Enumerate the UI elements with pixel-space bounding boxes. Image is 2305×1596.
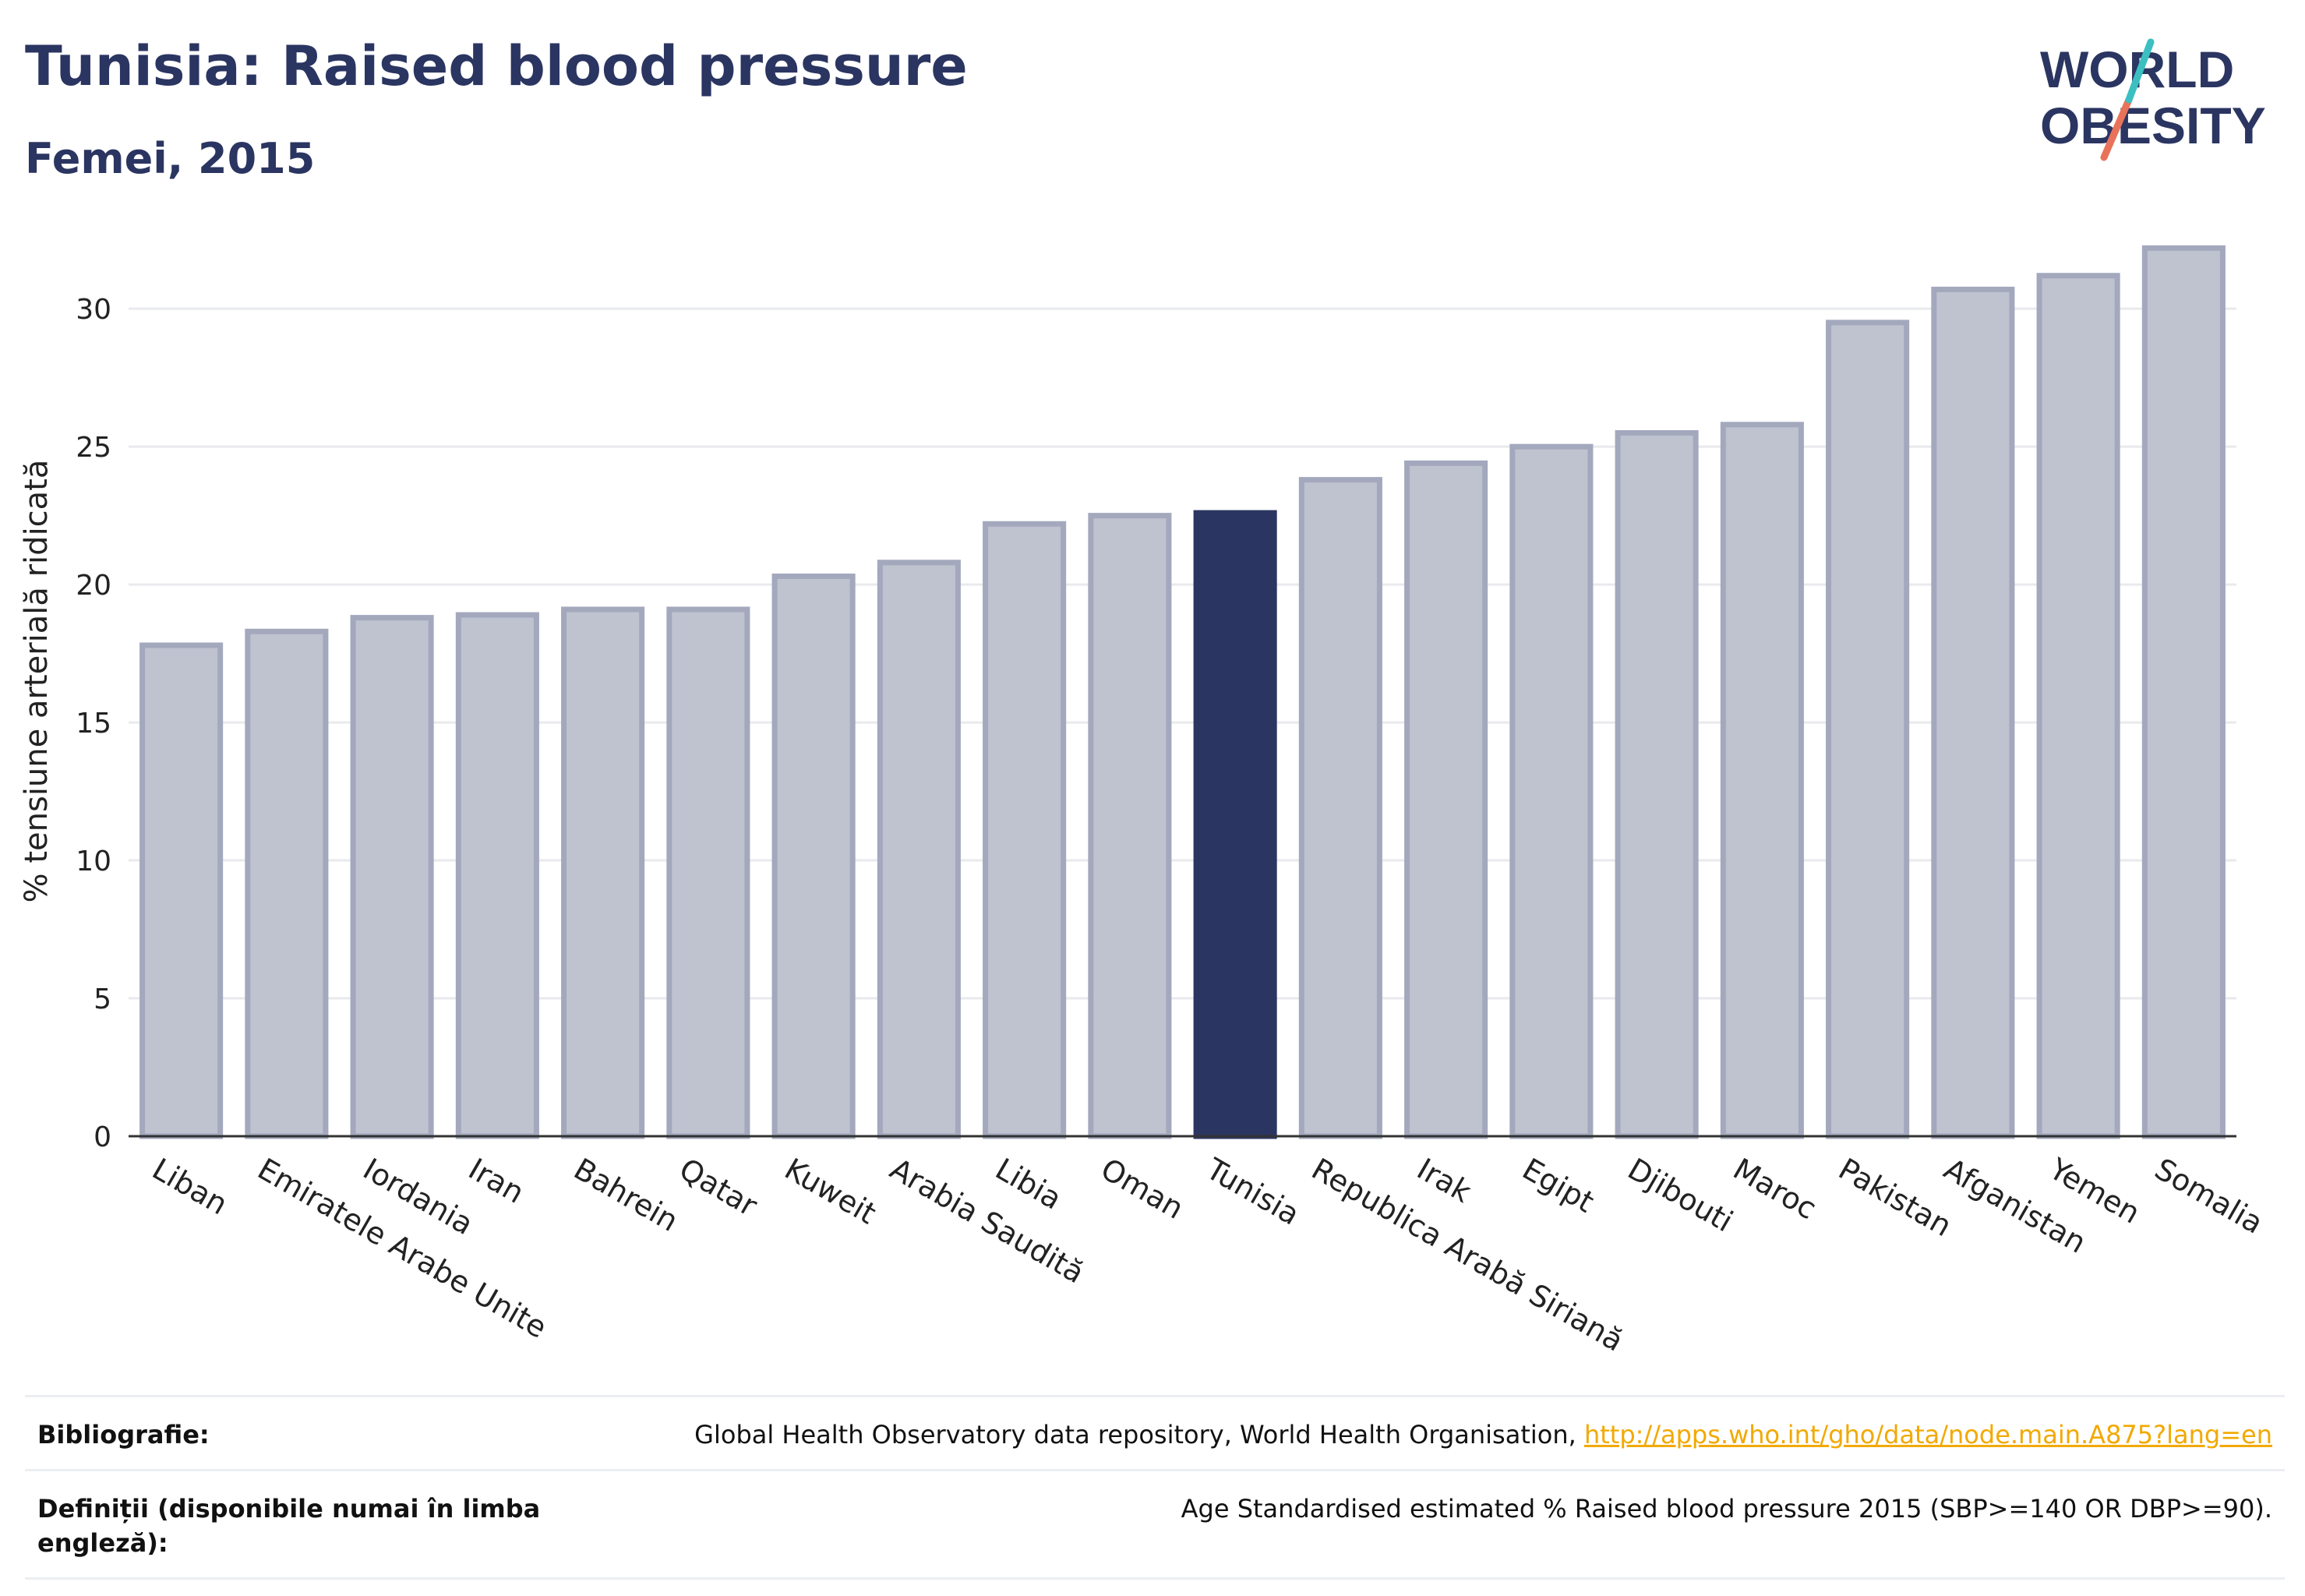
x-tick-label: Bahrein	[568, 1152, 684, 1238]
bar[interactable]	[245, 628, 329, 1139]
x-tick-label: Libia	[990, 1152, 1068, 1216]
bar[interactable]	[1615, 429, 1699, 1139]
bibliography-row: Bibliografie: Global Health Observatory …	[25, 1395, 2285, 1469]
gridlines	[129, 307, 2236, 1000]
y-tick-label: 0	[94, 1121, 111, 1153]
footer: Bibliografie: Global Health Observatory …	[25, 1395, 2285, 1580]
bibliography-link[interactable]: http://apps.who.int/gho/data/node.main.A…	[1583, 1420, 2272, 1449]
x-tick-label: Tunisia	[1200, 1151, 1305, 1232]
bars	[139, 245, 2226, 1139]
x-tick-label: Irak	[1411, 1152, 1477, 1209]
x-tick-label: Iran	[463, 1152, 530, 1210]
x-tick-label: Djibouti	[1622, 1152, 1739, 1239]
x-tick-label: Pakistan	[1833, 1152, 1957, 1244]
bar[interactable]	[1826, 320, 1910, 1139]
y-tick-label: 10	[76, 846, 111, 877]
chart-subtitle: Femei, 2015	[25, 134, 316, 183]
bar[interactable]	[139, 642, 224, 1139]
y-tick-label: 30	[76, 294, 111, 326]
bar[interactable]	[1931, 286, 2015, 1139]
world-obesity-logo: WORLD OBESITY	[2040, 38, 2266, 161]
bar-chart: 0 5 10 15 20 25 30 Liban Emiratele Arabe UniteI…	[19, 245, 2269, 1358]
y-tick-label: 5	[94, 983, 111, 1015]
x-tick-label: Qatar	[673, 1152, 763, 1223]
x-tick-label: Kuweit	[779, 1152, 882, 1231]
bar[interactable]	[983, 521, 1067, 1139]
bar[interactable]	[2141, 245, 2226, 1139]
bar[interactable]	[1298, 477, 1382, 1139]
bar[interactable]	[350, 615, 434, 1139]
chart-title: Tunisia: Raised blood pressure	[25, 34, 968, 98]
x-tick-label: Arabia Saudită	[884, 1152, 1090, 1291]
bibliography-label: Bibliografie:	[37, 1420, 210, 1449]
bar-highlight[interactable]	[1193, 510, 1277, 1139]
y-tick-label: 15	[76, 708, 111, 740]
logo-text-obesity: OBESITY	[2040, 97, 2266, 154]
y-tick-label: 25	[76, 432, 111, 464]
x-tick-label: Egipt	[1516, 1152, 1600, 1220]
bar[interactable]	[2036, 273, 2120, 1139]
bar[interactable]	[877, 560, 961, 1139]
bar[interactable]	[455, 612, 539, 1139]
definitions-label: Definiții (disponibile numai în limba en…	[37, 1494, 541, 1558]
x-tick-label: Maroc	[1728, 1152, 1823, 1227]
x-tick-label: Oman	[1095, 1152, 1189, 1226]
y-axis-label: % tensiune arterială ridicată	[19, 460, 55, 903]
bibliography-value: Global Health Observatory data repositor…	[694, 1418, 2272, 1452]
x-tick-label: Somalia	[2149, 1152, 2269, 1241]
y-axis-ticks: 0 5 10 15 20 25 30	[76, 294, 111, 1153]
bar[interactable]	[1404, 460, 1488, 1139]
logo-slash-coral	[2100, 96, 2133, 161]
bar[interactable]	[1509, 443, 1594, 1139]
bibliography-text: Global Health Observatory data repositor…	[694, 1420, 1584, 1449]
definitions-text: Age Standardised estimated % Raised bloo…	[1181, 1494, 2272, 1524]
bar[interactable]	[1088, 513, 1172, 1139]
bar[interactable]	[1720, 422, 1804, 1139]
definitions-row: Definiții (disponibile numai în limba en…	[25, 1469, 2285, 1580]
y-tick-label: 20	[76, 570, 111, 602]
bar[interactable]	[666, 606, 750, 1139]
bar[interactable]	[771, 574, 856, 1139]
logo-slash-teal	[2125, 38, 2155, 104]
x-tick-label: Liban	[146, 1152, 233, 1222]
bar[interactable]	[561, 606, 645, 1139]
